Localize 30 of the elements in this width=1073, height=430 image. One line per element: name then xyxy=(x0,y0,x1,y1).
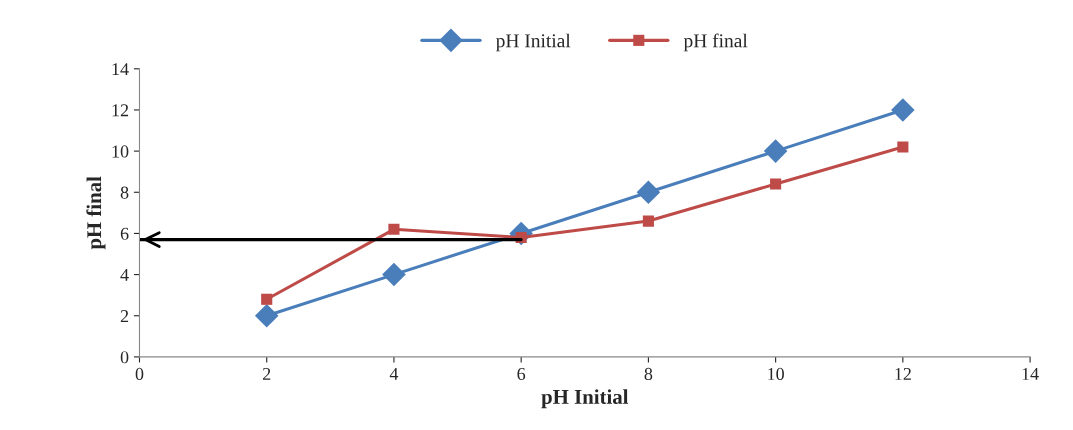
point xyxy=(897,141,909,153)
point xyxy=(254,303,279,328)
y-tick-label: 10 xyxy=(112,145,129,158)
x-tick-label: 2 xyxy=(263,367,271,380)
x-tick-label: 14 xyxy=(1022,367,1039,380)
y-tick-label: 12 xyxy=(112,104,129,117)
point xyxy=(770,178,782,190)
x-tick-label: 4 xyxy=(389,367,399,380)
x-tick-label: 8 xyxy=(644,367,653,381)
y-tick-label: 0 xyxy=(120,351,129,364)
point xyxy=(763,139,788,163)
point xyxy=(388,223,400,235)
point xyxy=(636,180,661,205)
point xyxy=(261,293,273,305)
x-tick-label: 6 xyxy=(517,367,526,381)
y-tick-label: 8 xyxy=(120,186,129,199)
y-axis-title: pH final xyxy=(86,176,106,250)
point xyxy=(642,215,654,227)
x-tick-label: 0 xyxy=(135,367,144,381)
x-axis-title: pH Initial xyxy=(541,389,629,409)
legend-label: pH final xyxy=(683,33,748,52)
legend-label: pH Initial xyxy=(495,33,571,52)
point xyxy=(891,98,915,122)
x-tick-label: 10 xyxy=(768,367,784,381)
y-tick-label: 4 xyxy=(120,268,129,281)
point xyxy=(382,262,406,287)
y-tick-label: 2 xyxy=(120,310,129,323)
y-tick-label: 14 xyxy=(112,63,129,76)
x-tick-label: 12 xyxy=(895,367,911,380)
y-tick-label: 6 xyxy=(120,227,129,240)
